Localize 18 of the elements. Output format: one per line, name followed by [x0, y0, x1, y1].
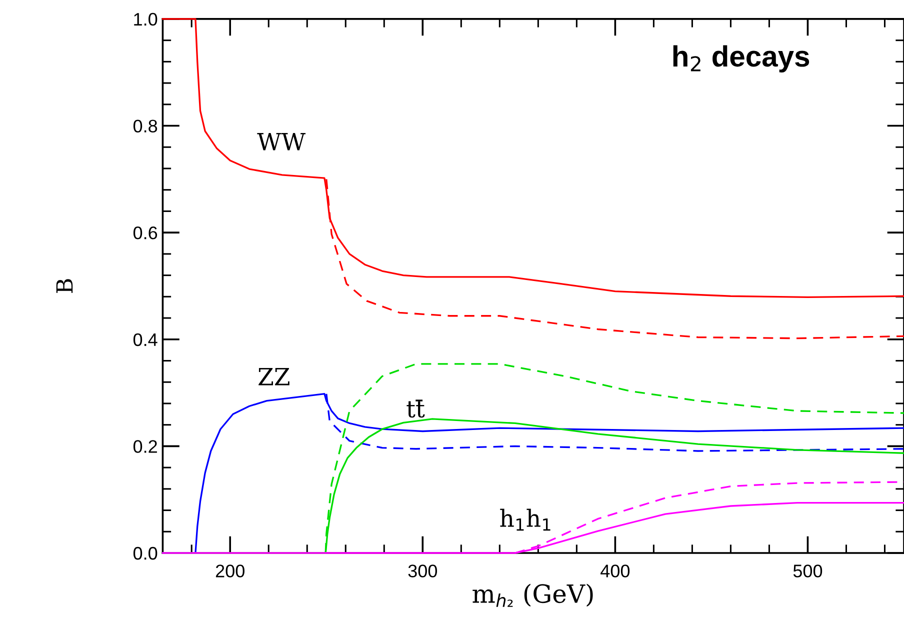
annotation: tt̄ — [406, 400, 425, 418]
annotation: h$_{1}$h$_{1}$ — [500, 508, 550, 531]
y-tick-label: 1.0 — [134, 12, 158, 26]
annotation: h$_{2}$ decays — [673, 45, 810, 72]
y-tick-label: 0.8 — [133, 120, 158, 132]
x-tick-label: 200 — [216, 564, 244, 578]
y-tick-label: 0.4 — [133, 333, 158, 346]
x-tick-label: 400 — [600, 564, 630, 578]
annotation: ZZ — [258, 368, 290, 386]
x-tick-label: 300 — [408, 564, 438, 578]
x-axis-title: m$_{h₂}$ (GeV) — [472, 584, 593, 607]
y-tick-label: 0.6 — [133, 226, 158, 240]
line-series — [324, 363, 904, 554]
y-tick-label: 0.0 — [133, 546, 158, 560]
annotation: WW — [257, 133, 306, 150]
y-tick-label: 0.2 — [133, 440, 157, 453]
y-axis-title: B — [56, 279, 73, 293]
x-tick-label: 500 — [793, 564, 822, 578]
